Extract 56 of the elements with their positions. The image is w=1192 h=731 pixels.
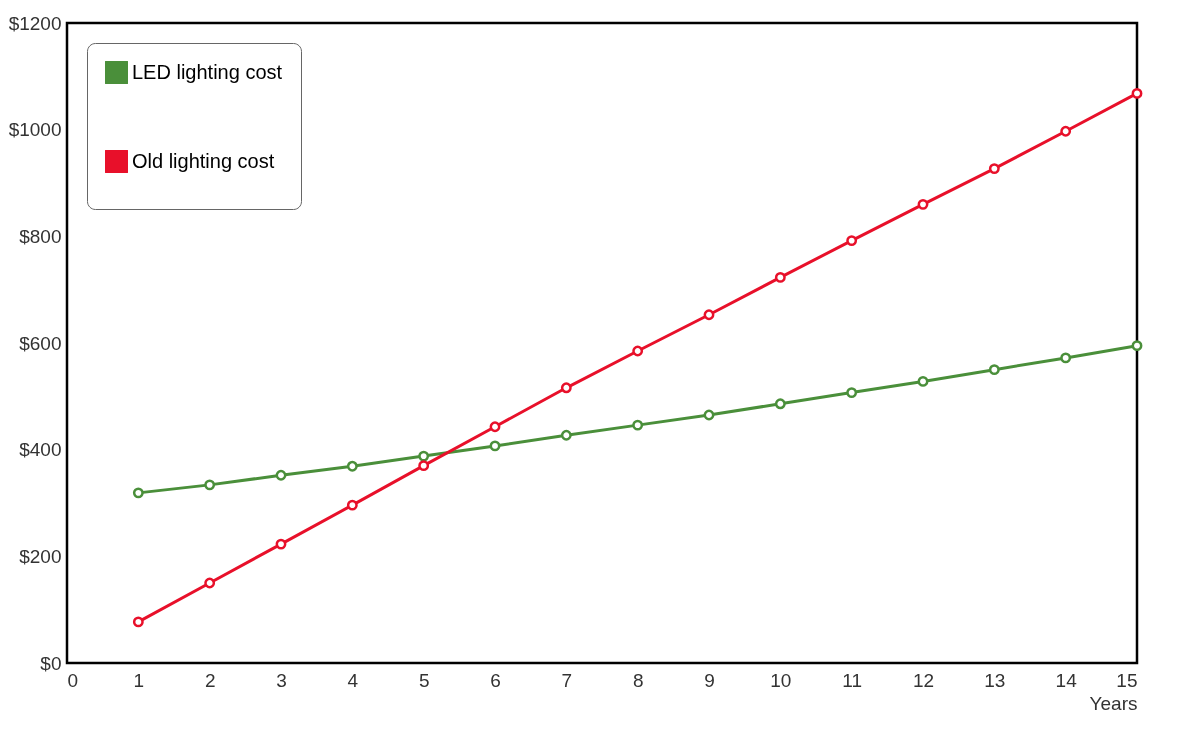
x-tick-label: 8 <box>632 669 644 691</box>
x-tick-label: 3 <box>276 669 287 691</box>
point <box>132 487 144 499</box>
x-tick-label: 5 <box>418 669 430 691</box>
point <box>703 309 715 321</box>
point <box>346 460 358 472</box>
point <box>1060 125 1072 137</box>
x-axis-title: Years <box>1089 692 1138 714</box>
point <box>988 163 1000 175</box>
point <box>917 198 929 210</box>
point <box>846 235 858 247</box>
y-tick-label: $1200 <box>8 12 62 34</box>
y-tick-label: $200 <box>19 545 62 567</box>
x-tick-label: 9 <box>704 669 715 691</box>
x-tick-label: 6 <box>490 669 501 691</box>
point <box>204 577 216 589</box>
point <box>418 450 430 462</box>
legend-label: Old lighting cost <box>132 149 275 172</box>
y-tick-label: $600 <box>19 332 62 354</box>
point <box>275 469 287 481</box>
point <box>917 375 929 387</box>
x-tick-label: 15 <box>1116 669 1138 691</box>
x-tick-label: 1 <box>133 669 145 691</box>
point <box>560 382 572 394</box>
y-tick-label: $400 <box>19 439 62 461</box>
point <box>988 364 1000 376</box>
point <box>275 538 287 550</box>
point <box>1060 352 1072 364</box>
x-tick-label: 11 <box>842 669 863 691</box>
point <box>703 409 715 421</box>
point <box>774 271 786 283</box>
point <box>418 460 430 472</box>
point <box>632 345 644 357</box>
x-tick-label: 4 <box>347 669 359 691</box>
point <box>132 616 144 628</box>
legend-label: LED lighting cost <box>132 60 283 83</box>
point <box>846 387 858 399</box>
x-tick-label: 13 <box>984 669 1006 691</box>
point <box>632 419 644 431</box>
point <box>346 499 358 511</box>
x-tick-label: 2 <box>204 669 216 691</box>
point <box>204 479 216 491</box>
x-tick-label: 7 <box>561 669 573 691</box>
x-tick-label: 14 <box>1055 669 1078 691</box>
point <box>560 429 572 441</box>
x-tick-label: 0 <box>67 669 79 691</box>
y-tick-label: $0 <box>40 652 62 674</box>
y-tick-label: $800 <box>19 225 62 247</box>
point <box>1131 87 1143 99</box>
y-tick-label: $1000 <box>8 119 62 141</box>
point <box>774 398 786 410</box>
point <box>489 440 501 452</box>
point <box>489 421 501 433</box>
point <box>1131 340 1143 352</box>
x-tick-label: 12 <box>912 669 935 691</box>
x-tick-label: 10 <box>770 669 792 691</box>
